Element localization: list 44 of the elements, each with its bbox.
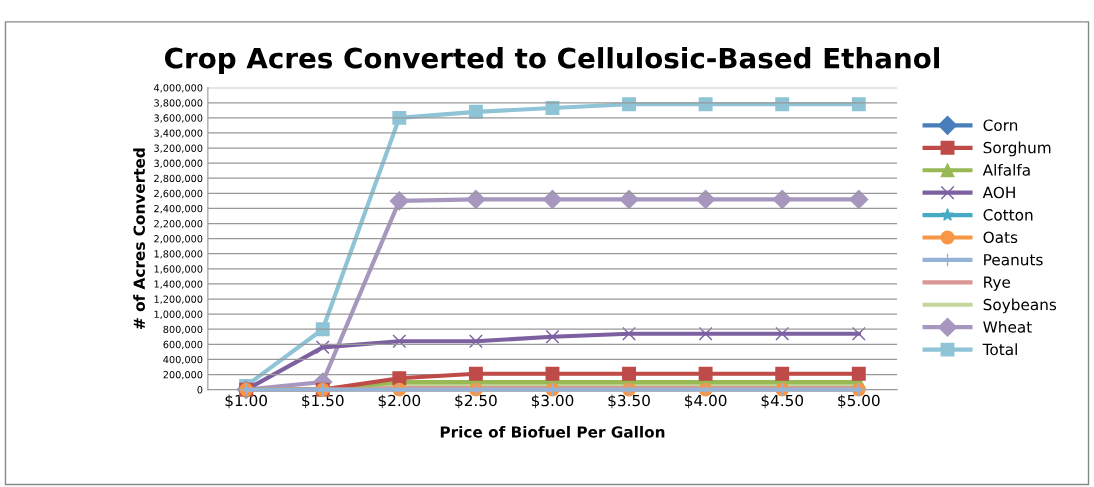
y-tick-label: 2,400,000 [154,204,203,214]
y-tick-label: 800,000 [163,325,203,335]
x-tick-label: $3.00 [531,394,574,409]
legend-label: AOH [982,186,1015,199]
y-axis-title: # of Acres Converted [133,148,145,329]
legend-label: Sorghum [983,141,1051,157]
x-tick-label: $2.50 [455,394,497,409]
x-tick-label: $5.00 [838,394,880,409]
y-tick-label: 600,000 [163,340,203,350]
y-tick-label: 3,400,000 [154,129,203,138]
y-tick-label: 1,000,000 [154,310,203,319]
y-tick-label: 2,800,000 [154,174,203,184]
y-tick-label: 400,000 [163,355,203,365]
x-tick-label: $1.00 [225,394,267,409]
x-tick-label: $1.50 [302,394,344,409]
legend-label: Total [982,343,1017,356]
x-tick-label: $3.50 [608,394,650,409]
legend-label: Soybeans [983,298,1057,314]
y-tick-label: 1,400,000 [154,280,203,289]
legend-label: Alfalfa [982,163,1030,176]
legend-label: Wheat [983,320,1032,333]
x-tick-label: $4.00 [685,394,727,409]
y-tick-label: 200,000 [163,370,203,380]
legend-label: Corn [983,119,1018,131]
legend-label: Peanuts [984,254,1043,266]
y-tick-label: 3,800,000 [154,99,203,108]
y-tick-label: 3,600,000 [154,114,203,123]
y-tick-label: 3,200,000 [154,144,203,153]
y-tick-label: 2,200,000 [154,220,203,229]
y-tick-label: 3,000,000 [154,159,203,168]
chart-title: Crop Acres Converted to Cellulosic-Based Ethanol [164,47,939,74]
y-tick-label: 1,200,000 [154,295,203,304]
legend-label: Rye [984,276,1011,291]
y-tick-label: 4,000,000 [153,84,203,93]
y-tick-label: 0 [197,386,203,394]
y-tick-label: 1,600,000 [154,265,203,274]
legend-label: Oats [983,231,1018,244]
x-tick-label: $4.50 [761,394,804,409]
y-tick-label: 1,800,000 [154,250,203,259]
y-tick-label: 2,000,000 [154,235,203,244]
x-axis-title: Price of Biofuel Per Gallon [440,425,665,438]
x-tick-label: $2.00 [378,394,421,409]
y-tick-label: 2,600,000 [154,189,203,199]
legend-label: Cotton [983,209,1033,221]
